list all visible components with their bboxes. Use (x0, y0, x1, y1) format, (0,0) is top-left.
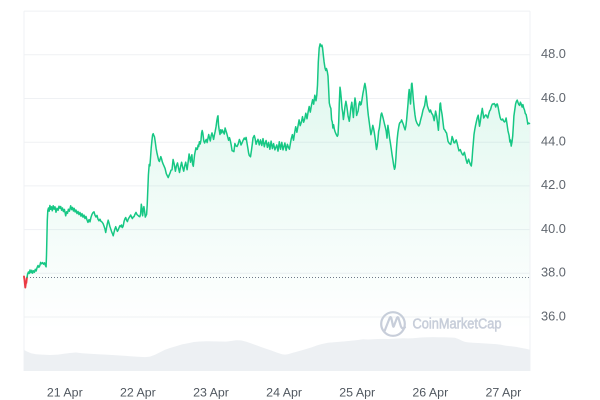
svg-text:40.0: 40.0 (541, 221, 566, 236)
svg-text:27 Apr: 27 Apr (485, 386, 521, 400)
svg-text:42.0: 42.0 (541, 177, 566, 192)
svg-text:22 Apr: 22 Apr (120, 386, 156, 400)
svg-text:26 Apr: 26 Apr (412, 386, 448, 400)
svg-text:38.0: 38.0 (541, 265, 566, 280)
svg-text:36.0: 36.0 (541, 308, 566, 323)
svg-text:23 Apr: 23 Apr (193, 386, 229, 400)
svg-text:48.0: 48.0 (541, 46, 566, 61)
svg-text:44.0: 44.0 (541, 134, 566, 149)
svg-text:25 Apr: 25 Apr (339, 386, 375, 400)
svg-text:24 Apr: 24 Apr (266, 386, 302, 400)
svg-text:21 Apr: 21 Apr (47, 386, 83, 400)
svg-text:46.0: 46.0 (541, 90, 566, 105)
